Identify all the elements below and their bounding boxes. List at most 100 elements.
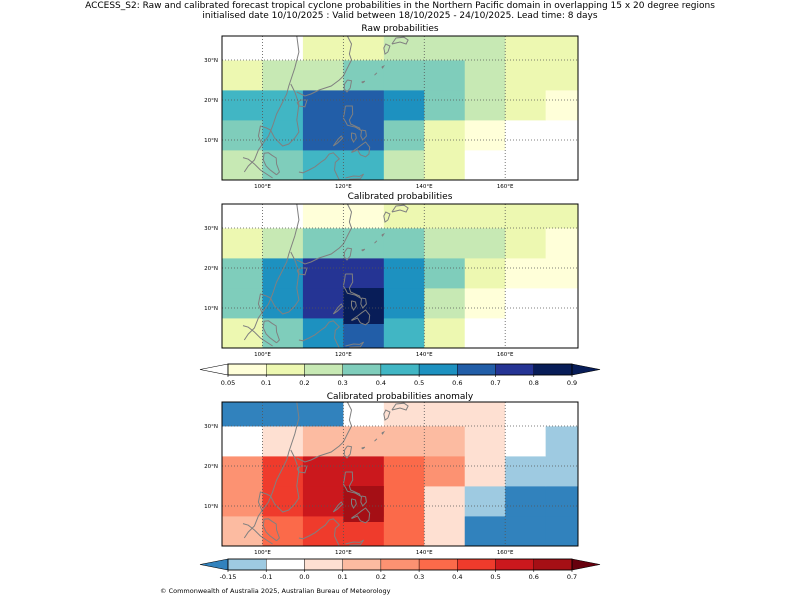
heatmap-cell	[505, 258, 547, 289]
heatmap-cell	[424, 150, 466, 180]
colorbar-segment	[495, 558, 534, 571]
heatmap-cell	[424, 36, 466, 61]
heatmap-cell	[343, 426, 385, 457]
heatmap-cell	[262, 150, 304, 180]
heatmap-cell	[464, 228, 506, 259]
colorbar-tick-label: 0.8	[529, 379, 539, 387]
heatmap-cell	[424, 426, 466, 457]
coastline	[381, 232, 385, 237]
map-frame	[221, 35, 579, 181]
heatmap-cell	[383, 516, 425, 546]
coastline	[296, 267, 308, 276]
heatmap-cell	[424, 258, 466, 289]
coastline	[345, 341, 365, 348]
heatmap-cell	[545, 402, 578, 427]
heatmap-cell	[545, 258, 578, 289]
heatmap-cell	[302, 228, 344, 259]
coastline	[374, 240, 378, 244]
colorbar-probability: 0.05 0.1 0.2 0.3 0.4 0.5 0.6 0.7 0.8 0.9	[199, 363, 601, 387]
heatmap-cell	[424, 228, 466, 259]
heatmap-cell	[383, 60, 425, 91]
heatmap-cell	[302, 204, 344, 229]
heatmap-cell	[464, 36, 506, 61]
heatmap-cell	[262, 318, 304, 348]
colorbar-outline	[227, 558, 573, 571]
heatmap-cell	[464, 318, 506, 348]
map-frame	[221, 203, 579, 349]
heatmap-cell	[222, 120, 263, 151]
colorbar-anomaly: -0.15 -0.1 0.0 0.1 0.2 0.3 0.4 0.5 0.6 0.7	[199, 558, 601, 581]
heatmap-cell	[343, 258, 385, 289]
map-panel-anomaly: 100°E 120°E 140°E 160°E 10°N 20°N 30°N	[204, 401, 579, 556]
colorbar-tick-label: -0.1	[260, 573, 273, 581]
heatmap-cell	[222, 486, 263, 517]
map-panel-calibrated: 100°E 120°E 140°E 160°E 10°N 20°N 30°N	[204, 203, 579, 358]
heatmap-cell	[383, 318, 425, 348]
heatmap-cell	[505, 288, 547, 319]
heatmap-cell	[302, 456, 344, 487]
y-tick-label: 30°N	[204, 226, 218, 232]
heatmap-cell	[302, 60, 344, 91]
coastline	[243, 402, 300, 539]
y-tick-label: 20°N	[204, 266, 218, 272]
heatmap-cell	[262, 516, 304, 546]
x-tick-label: 160°E	[497, 550, 514, 556]
coastline	[383, 211, 391, 223]
coastline	[242, 157, 273, 179]
coastline	[361, 80, 366, 84]
colorbar-tick-label: 0.0	[299, 573, 309, 581]
coastline	[332, 501, 344, 513]
colorbar-tick-label: 0.2	[299, 379, 309, 387]
coastline	[381, 64, 385, 69]
heatmap-cell	[545, 486, 578, 517]
heatmap-cell	[464, 90, 506, 121]
colorbar-segment	[380, 363, 420, 376]
heatmap-cell	[424, 486, 466, 517]
x-tick-label: 100°E	[254, 550, 271, 556]
x-tick-label: 120°E	[335, 550, 352, 556]
heatmap-cell	[383, 90, 425, 121]
heatmap-cell	[464, 402, 506, 427]
heatmap-cell	[464, 60, 506, 91]
coastline	[391, 402, 409, 411]
heatmap-cell	[343, 204, 385, 229]
heatmap-cell	[262, 204, 304, 229]
x-tick-label: 120°E	[335, 352, 352, 358]
x-tick-label: 140°E	[416, 550, 433, 556]
heatmap-cell	[383, 120, 425, 151]
x-tick-label: 140°E	[416, 184, 433, 190]
colorbar-outline	[227, 363, 573, 376]
y-tick-label: 20°N	[204, 464, 218, 470]
copyright-notice: © Commonwealth of Australia 2025, Austra…	[160, 587, 391, 595]
heatmap-cell	[343, 36, 385, 61]
colorbar-segment	[227, 558, 267, 571]
colorbar-segment	[304, 558, 343, 571]
coastline	[262, 320, 280, 344]
heatmap-cell	[262, 36, 304, 61]
heatmap-cell	[505, 204, 547, 229]
coastline	[383, 409, 391, 421]
heatmap-cell	[464, 150, 506, 180]
heatmap-cell	[383, 150, 425, 180]
coastline	[360, 297, 367, 309]
heatmap-cell	[302, 120, 344, 151]
coastline	[381, 430, 385, 435]
panel-title-raw: Raw probabilities	[361, 24, 439, 34]
coastline	[262, 152, 280, 176]
colorbar-tick-label: 0.4	[376, 379, 386, 387]
heatmap-cell	[424, 90, 466, 121]
coastline	[361, 446, 366, 450]
x-tick-label: 100°E	[254, 352, 271, 358]
heatmap-cell	[222, 258, 263, 289]
colorbar-segment	[418, 558, 458, 571]
heatmap-cell	[343, 120, 385, 151]
coastline	[343, 79, 353, 93]
coastline	[360, 129, 367, 141]
heatmap-cell	[545, 318, 578, 348]
colorbar-segment	[418, 363, 458, 376]
heatmap-cell	[464, 120, 506, 151]
coastline	[351, 309, 371, 326]
heatmap-cell	[545, 120, 578, 151]
coastline	[243, 36, 300, 173]
heatmap-cell	[222, 402, 263, 427]
